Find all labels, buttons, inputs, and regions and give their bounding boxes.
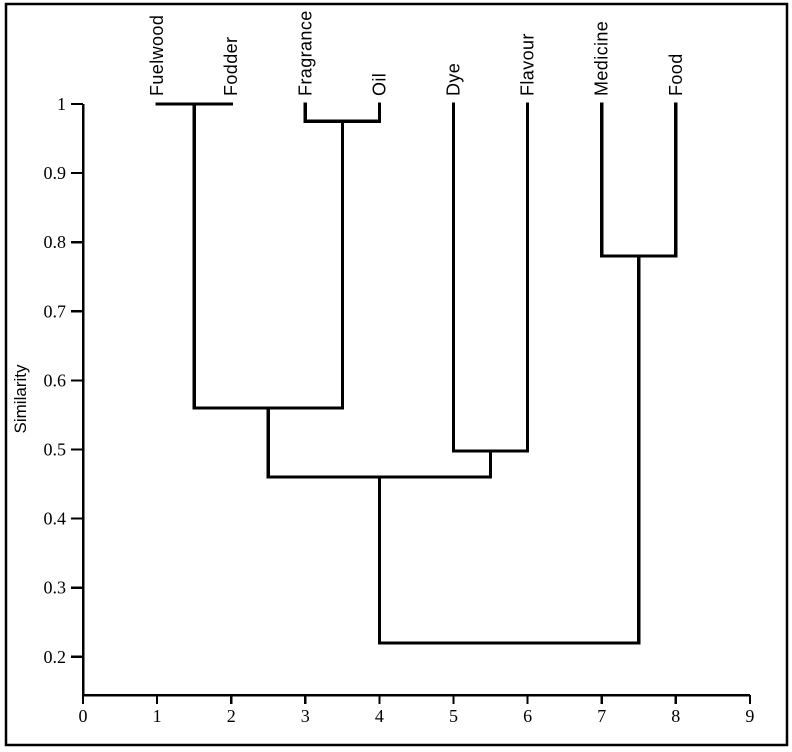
y-tick-label: 0.2 xyxy=(44,647,67,667)
x-tick-label: 8 xyxy=(671,706,680,726)
x-tick-label: 9 xyxy=(745,706,754,726)
x-tick-label: 2 xyxy=(227,706,236,726)
y-tick-label: 0.5 xyxy=(44,440,67,460)
x-tick-label: 3 xyxy=(301,706,310,726)
y-tick-label: 0.6 xyxy=(44,370,67,390)
y-tick-label: 1 xyxy=(57,94,66,114)
y-tick-label: 0.8 xyxy=(44,232,67,252)
leaf-label-fuelwood: Fuelwood xyxy=(147,15,167,96)
figure-border xyxy=(4,2,789,747)
y-tick-label: 0.3 xyxy=(44,578,67,598)
leaf-label-fragrance: Fragrance xyxy=(295,10,315,96)
leaf-label-food: Food xyxy=(666,53,686,96)
x-tick-label: 6 xyxy=(523,706,532,726)
y-tick-label: 0.7 xyxy=(44,301,67,321)
x-tick-label: 4 xyxy=(375,706,384,726)
y-tick-label: 0.4 xyxy=(44,509,67,529)
x-tick-label: 7 xyxy=(597,706,606,726)
y-axis-title: Similarity xyxy=(11,364,30,433)
leaf-label-dye: Dye xyxy=(444,63,464,96)
x-tick-label: 0 xyxy=(79,706,88,726)
leaf-label-flavour: Flavour xyxy=(518,33,538,96)
x-tick-label: 5 xyxy=(449,706,458,726)
leaf-label-fodder: Fodder xyxy=(221,37,241,96)
leaf-label-oil: Oil xyxy=(369,73,389,96)
leaf-label-medicine: Medicine xyxy=(592,21,612,96)
x-tick-label: 1 xyxy=(153,706,162,726)
y-tick-label: 0.9 xyxy=(44,163,67,183)
